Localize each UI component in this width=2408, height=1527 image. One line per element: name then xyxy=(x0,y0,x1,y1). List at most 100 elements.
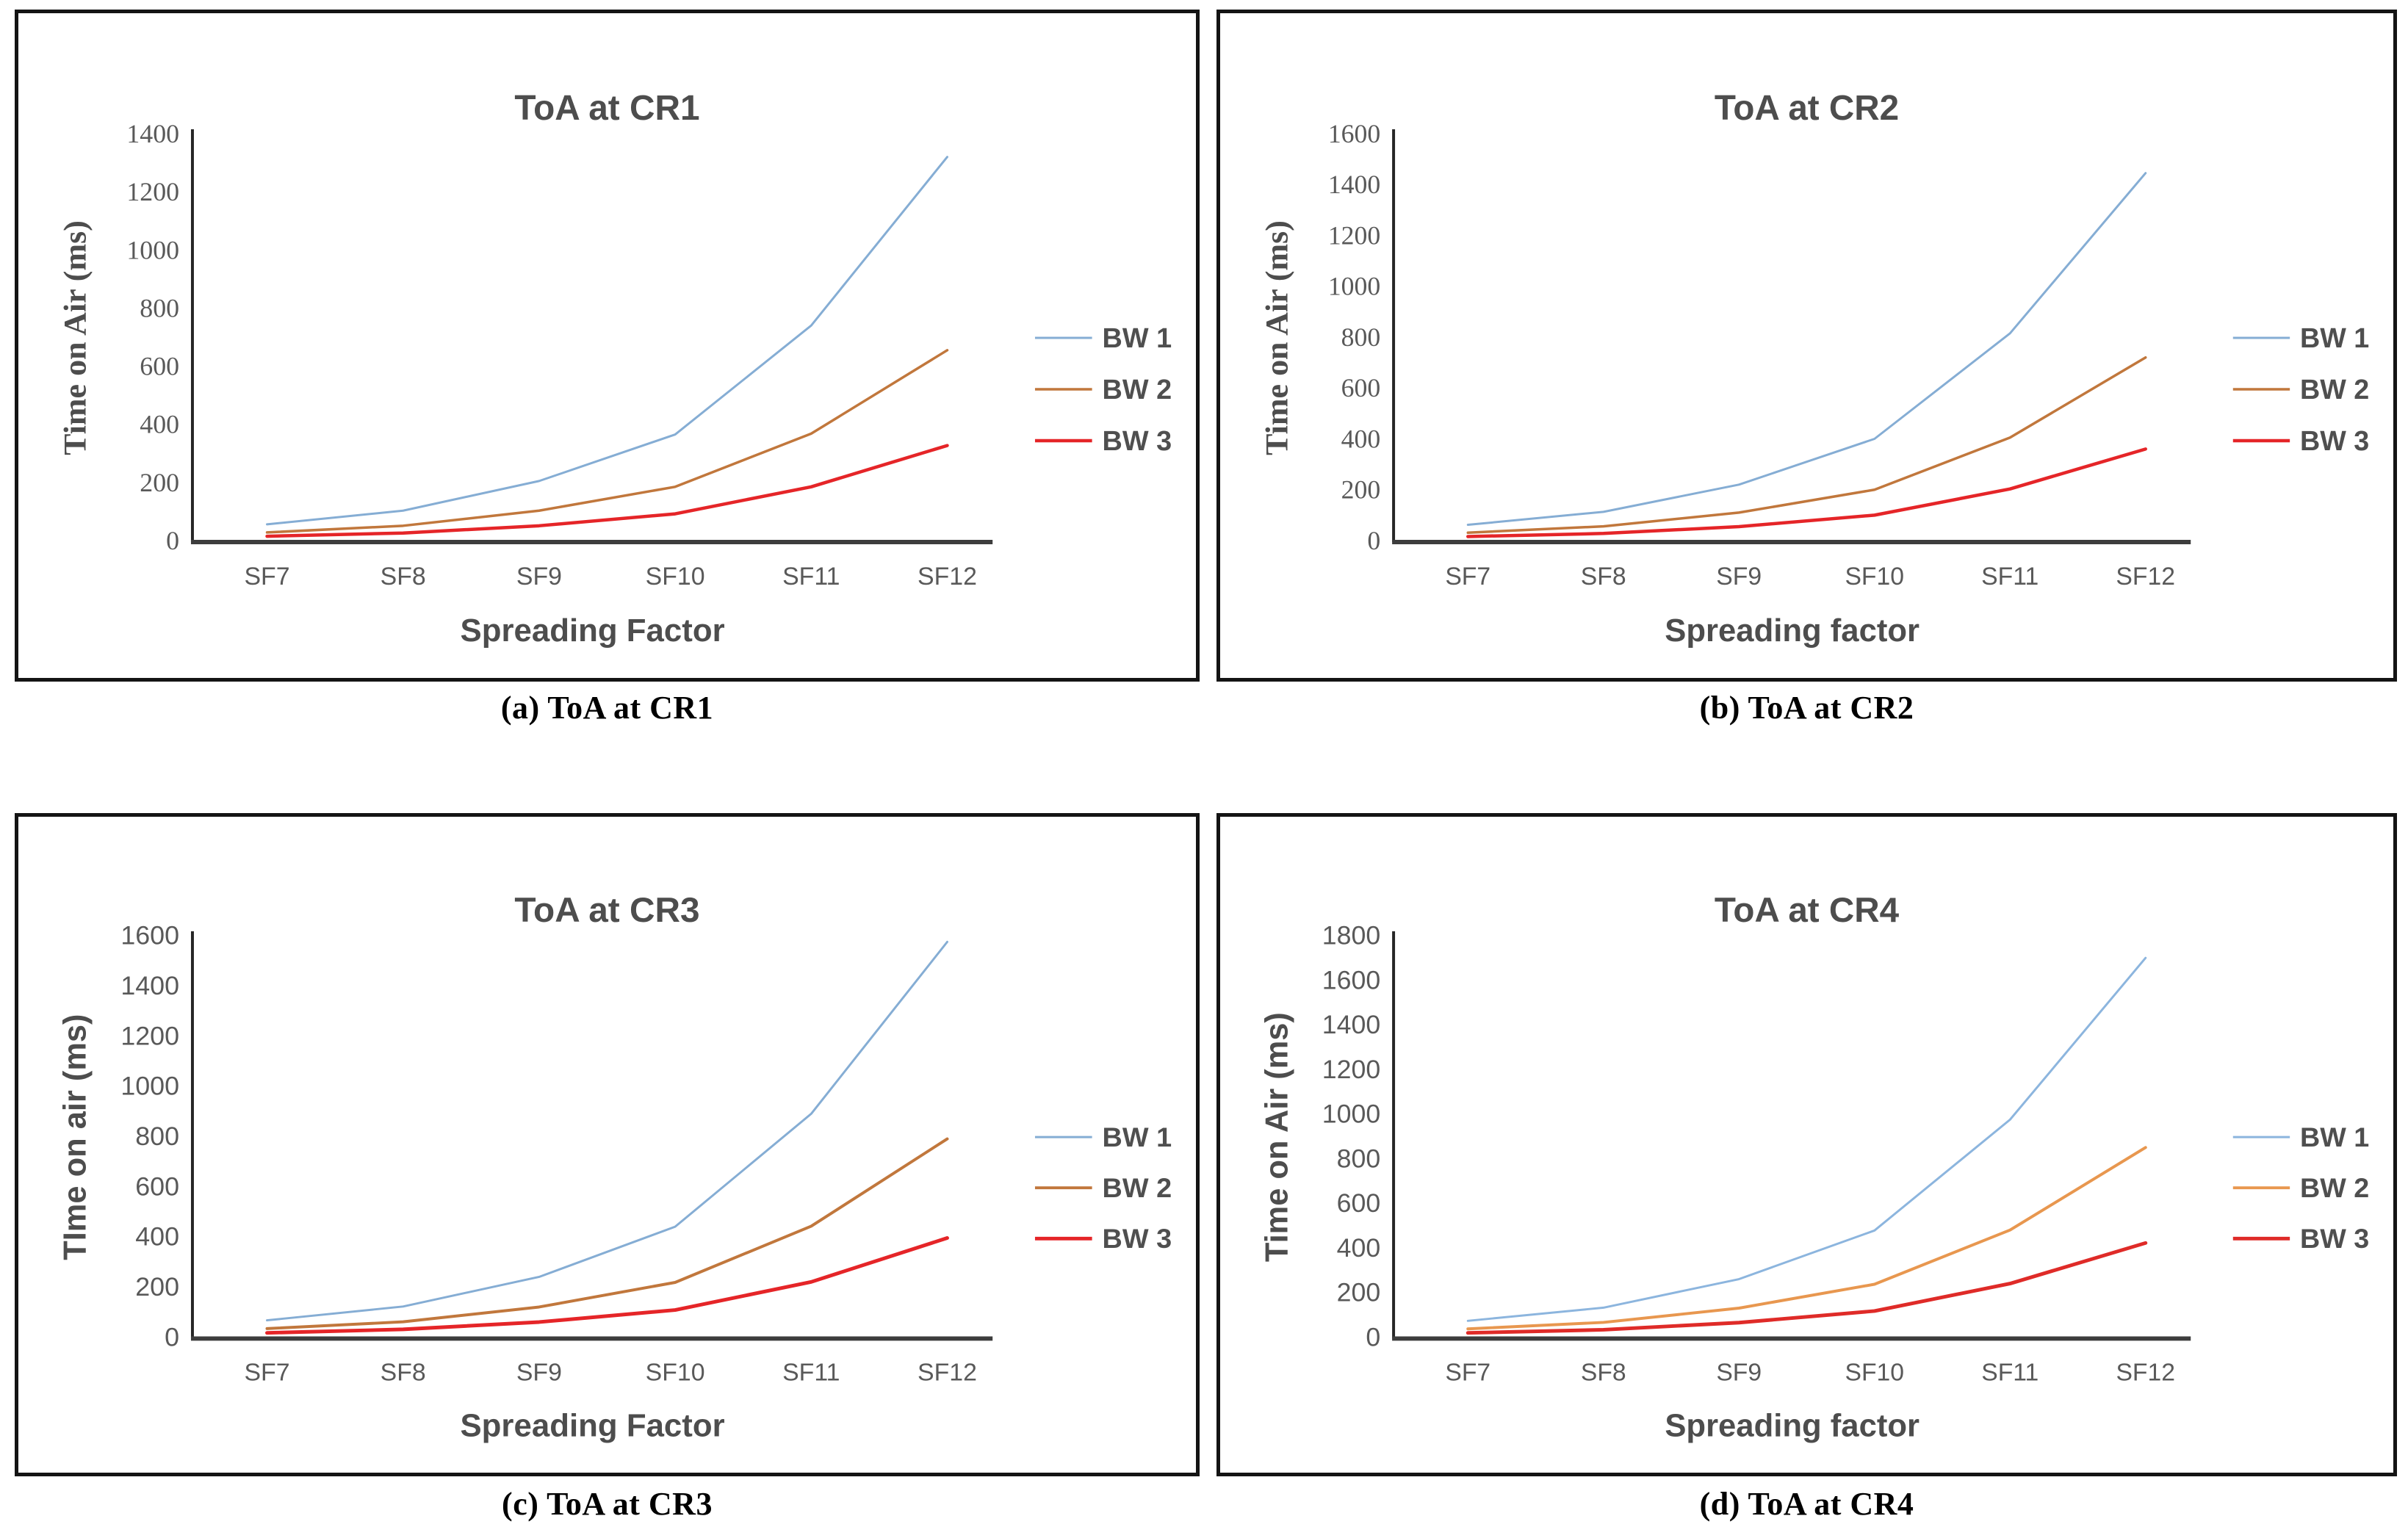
caption-b: (b) ToA at CR2 xyxy=(1699,690,1914,726)
x-tick-label: SF8 xyxy=(1581,563,1626,591)
toa-cr2-chart: ToA at CR2 0 200 400 600 800 1000 1200 1400 1600 S… xyxy=(1259,89,2369,649)
x-tick-label: SF7 xyxy=(1445,563,1490,591)
y-tick-label: 0 xyxy=(1367,526,1380,555)
x-tick-label: SF12 xyxy=(918,1359,977,1387)
series-line-bw2 xyxy=(265,1137,949,1330)
x-tick-label: SF11 xyxy=(782,1359,840,1387)
x-tick-label: SF11 xyxy=(1981,1360,2038,1387)
y-tick-label: 400 xyxy=(135,1222,179,1252)
y-tick-label: 1200 xyxy=(126,177,179,206)
y-tick-label: 1200 xyxy=(1322,1055,1380,1084)
legend-label-bw3: BW 3 xyxy=(1103,426,1172,457)
chart-title: ToA at CR1 xyxy=(514,89,699,128)
chart-title: ToA at CR4 xyxy=(1715,891,1900,930)
toa-cr1-chart: ToA at CR1 0 200 400 600 800 1000 1200 1400 SF7 SF… xyxy=(58,89,1172,649)
y-tick-label: 1600 xyxy=(1322,965,1380,994)
legend-label-bw2: BW 2 xyxy=(2300,1172,2369,1203)
y-tick-label: 600 xyxy=(1341,373,1381,402)
x-tick-label: SF8 xyxy=(381,1359,426,1387)
series-line-bw1 xyxy=(1466,956,2147,1322)
x-tick-label: SF9 xyxy=(1716,1360,1762,1387)
y-tick-label: 200 xyxy=(140,468,179,497)
y-tick-label: 0 xyxy=(166,526,179,555)
y-tick-label: 1600 xyxy=(1328,119,1380,148)
y-tick-label: 1000 xyxy=(1322,1100,1380,1129)
x-axis-label: Spreading factor xyxy=(1665,1409,1919,1444)
y-axis-label: Time on Air (ms) xyxy=(1259,220,1294,455)
y-tick-label: 1200 xyxy=(1328,220,1380,250)
legend-label-bw1: BW 1 xyxy=(2300,1122,2369,1152)
y-tick-label: 0 xyxy=(165,1322,179,1351)
series-line-bw1 xyxy=(1466,172,2147,527)
y-tick-label: 800 xyxy=(1341,322,1381,352)
y-tick-label: 800 xyxy=(1337,1144,1381,1173)
legend-label-bw1: BW 1 xyxy=(2300,323,2369,354)
y-tick-label: 600 xyxy=(1337,1188,1381,1218)
y-tick-label: 1400 xyxy=(120,971,179,1000)
legend-label-bw3: BW 3 xyxy=(2300,426,2369,457)
series-line-bw2 xyxy=(265,349,949,534)
y-tick-label: 600 xyxy=(140,352,179,381)
y-axis-label: Time on Air (ms) xyxy=(58,220,93,455)
y-tick-label: 600 xyxy=(135,1172,179,1201)
y-tick-label: 200 xyxy=(1337,1278,1381,1307)
y-tick-label: 1200 xyxy=(120,1021,179,1050)
y-axis-label: TIme on air (ms) xyxy=(57,1014,93,1260)
series-line-bw3 xyxy=(265,444,949,538)
y-axis-label: Time on Air (ms) xyxy=(1259,1012,1294,1262)
legend-label-bw1: BW 1 xyxy=(1103,1122,1172,1152)
y-tick-label: 800 xyxy=(135,1122,179,1151)
x-tick-label: SF10 xyxy=(646,1359,705,1387)
x-axis-label: Spreading factor xyxy=(1665,613,1919,649)
legend-label-bw2: BW 2 xyxy=(1103,375,1172,405)
x-tick-label: SF12 xyxy=(2116,563,2175,591)
x-tick-label: SF10 xyxy=(646,563,705,591)
x-axis-label: Spreading Factor xyxy=(461,613,725,649)
y-tick-label: 1400 xyxy=(1322,1010,1380,1039)
x-tick-label: SF12 xyxy=(918,563,977,591)
series-line-bw2 xyxy=(1466,355,2147,535)
x-tick-label: SF7 xyxy=(1445,1360,1490,1387)
toa-cr3-chart: ToA at CR3 0 200 400 600 800 1000 1200 1400 1600 S… xyxy=(57,891,1172,1444)
series-line-bw1 xyxy=(266,940,948,1322)
x-tick-label: SF10 xyxy=(1845,1360,1904,1387)
series-line-bw3 xyxy=(1466,1241,2148,1335)
y-tick-label: 1400 xyxy=(126,119,179,148)
x-tick-label: SF11 xyxy=(782,563,840,591)
series-line-bw3 xyxy=(1466,447,2147,538)
y-tick-label: 1000 xyxy=(126,235,179,264)
y-tick-label: 1600 xyxy=(120,921,179,950)
y-tick-label: 400 xyxy=(1341,424,1381,453)
caption-c: (c) ToA at CR3 xyxy=(502,1486,713,1522)
y-tick-label: 200 xyxy=(1341,475,1381,505)
x-tick-label: SF9 xyxy=(1716,563,1762,591)
series-line-bw1 xyxy=(266,156,948,526)
legend-label-bw1: BW 1 xyxy=(1103,323,1172,354)
chart-panel-cr1: ToA at CR1 0 200 400 600 800 1000 1200 1400 SF7 SF… xyxy=(15,10,1200,682)
legend-label-bw3: BW 3 xyxy=(1103,1223,1172,1254)
y-tick-label: 400 xyxy=(140,410,179,439)
x-tick-label: SF8 xyxy=(1581,1360,1626,1387)
x-axis-label: Spreading Factor xyxy=(460,1409,724,1444)
x-tick-label: SF7 xyxy=(244,563,289,591)
chart-panel-cr4: ToA at CR4 0 200 400 600 800 1000 1200 1400 1600 1… xyxy=(1216,813,2397,1476)
series-line-bw2 xyxy=(1466,1146,2147,1331)
y-tick-label: 1800 xyxy=(1322,921,1380,950)
x-tick-label: SF9 xyxy=(516,1359,562,1387)
y-tick-label: 1400 xyxy=(1328,170,1380,199)
legend-label-bw3: BW 3 xyxy=(2300,1223,2369,1254)
legend-label-bw2: BW 2 xyxy=(1103,1172,1172,1203)
caption-d: (d) ToA at CR4 xyxy=(1699,1486,1914,1522)
y-tick-label: 1000 xyxy=(1328,272,1380,301)
series-line-bw3 xyxy=(265,1236,949,1335)
toa-cr4-chart: ToA at CR4 0 200 400 600 800 1000 1200 1400 1600 1… xyxy=(1259,891,2369,1444)
x-tick-label: SF10 xyxy=(1845,563,1904,591)
y-tick-label: 800 xyxy=(140,293,179,322)
chart-title: ToA at CR3 xyxy=(514,891,699,930)
legend-label-bw2: BW 2 xyxy=(2300,375,2369,405)
x-tick-label: SF9 xyxy=(516,563,562,591)
chart-title: ToA at CR2 xyxy=(1715,89,1899,128)
y-tick-label: 0 xyxy=(1366,1322,1380,1351)
chart-panel-cr3: ToA at CR3 0 200 400 600 800 1000 1200 1400 1600 S… xyxy=(15,813,1200,1476)
